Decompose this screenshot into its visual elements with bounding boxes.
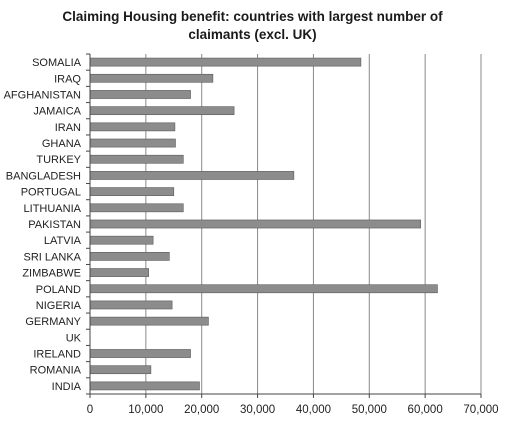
category-label: NIGERIA [36, 300, 82, 312]
bar-layer [89, 57, 438, 391]
category-label: INDIA [52, 381, 82, 393]
category-label: LITHUANIA [24, 203, 82, 215]
bar-poland [89, 284, 438, 294]
bar-turkey [89, 154, 184, 164]
bar-sri-lanka [89, 252, 170, 261]
category-label: IRAN [55, 122, 81, 134]
axis-layer [86, 53, 482, 398]
label-layer: 0 10,000 20,000 30,000 40,000 50,000 60,000 70,… [4, 57, 499, 416]
category-label: ROMANIA [30, 365, 82, 377]
category-label: GHANA [42, 138, 82, 150]
bar-zimbabwe [89, 268, 149, 277]
category-label: PAKISTAN [28, 219, 81, 231]
chart-title-line-2: claimants (excl. UK) [188, 27, 317, 42]
bar-jamaica [89, 106, 235, 116]
bar-somalia [89, 57, 362, 67]
category-label: UK [66, 332, 82, 344]
bar-lithuania [89, 203, 184, 213]
category-label: BANGLADESH [6, 170, 81, 182]
category-label: POLAND [36, 284, 81, 296]
bar-portugal [89, 187, 175, 196]
category-label: SOMALIA [32, 57, 82, 69]
category-label: GERMANY [25, 316, 81, 328]
x-tick-label: 70,000 [463, 404, 498, 416]
bar-afghanistan [89, 90, 191, 99]
bar-ireland [89, 349, 191, 358]
x-tick-label: 20,000 [184, 404, 219, 416]
bar-latvia [89, 235, 154, 245]
bar-pakistan [89, 219, 421, 229]
category-label: SRI LANKA [24, 251, 82, 263]
x-tick-label: 60,000 [408, 404, 443, 416]
bar-germany [89, 316, 209, 326]
bar-iran [89, 122, 176, 132]
bar-india [89, 381, 200, 391]
x-tick-label: 40,000 [296, 404, 331, 416]
chart-title-line-1: Claiming Housing benefit: countries with… [62, 9, 443, 24]
bar-nigeria [89, 300, 173, 310]
chart-title: Claiming Housing benefit: countries with… [0, 8, 505, 44]
category-label: LATVIA [44, 235, 82, 247]
bar-bangladesh [89, 171, 295, 180]
category-label: AFGHANISTAN [4, 89, 81, 101]
category-label: ZIMBABWE [22, 268, 81, 280]
category-label: JAMAICA [33, 106, 81, 118]
bar-ghana [89, 138, 176, 148]
category-label: IRAQ [54, 73, 81, 85]
x-tick-label: 0 [87, 404, 93, 416]
x-tick-label: 10,000 [128, 404, 163, 416]
x-tick-label: 50,000 [352, 404, 387, 416]
bar-romania [89, 365, 152, 375]
category-label: IRELAND [33, 349, 81, 361]
bar-iraq [89, 73, 214, 83]
category-label: PORTUGAL [21, 187, 81, 199]
category-label: TURKEY [36, 154, 81, 166]
x-tick-label: 30,000 [240, 404, 275, 416]
